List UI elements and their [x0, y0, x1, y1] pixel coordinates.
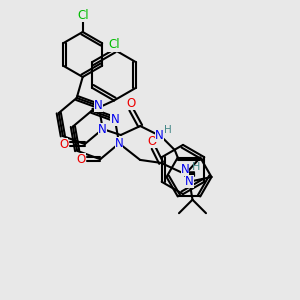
Text: N: N	[155, 128, 164, 142]
Text: O: O	[148, 135, 157, 148]
Text: O: O	[77, 153, 86, 166]
Text: N: N	[98, 122, 107, 136]
Text: N: N	[110, 113, 119, 126]
Text: Cl: Cl	[77, 9, 88, 22]
Text: O: O	[59, 138, 68, 151]
Text: N: N	[94, 100, 103, 112]
Text: O: O	[127, 97, 136, 110]
Text: N: N	[115, 137, 124, 150]
Text: N: N	[185, 175, 194, 188]
Text: H: H	[164, 125, 172, 135]
Text: N: N	[181, 163, 190, 176]
Text: H: H	[192, 162, 200, 172]
Text: Cl: Cl	[108, 38, 120, 52]
